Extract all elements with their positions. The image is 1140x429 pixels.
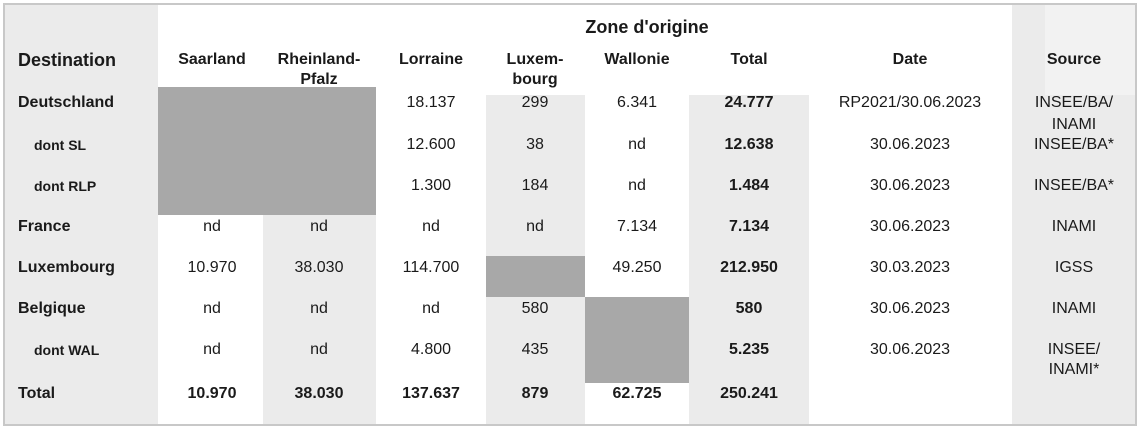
zone-origine-header: Zone d'origine <box>585 17 709 37</box>
cell-france-lorraine: nd <box>422 218 440 235</box>
cell-deutschland-lorraine: 18.137 <box>406 94 456 111</box>
col-header-source: Source <box>1046 51 1102 68</box>
cell-france-saarland: nd <box>203 218 221 235</box>
cell-belgique-rheinland-pfalz: nd <box>310 300 328 317</box>
col-header-luxembourg-l2: bourg <box>512 71 558 88</box>
col-header-saarland: Saarland <box>178 51 246 68</box>
cell-deutschland-wallonie: 6.341 <box>616 94 658 111</box>
cell-dont-rlp-luxembourg: 184 <box>521 177 549 194</box>
cell-deutschland-source-l1: INSEE/BA/ <box>1034 94 1114 111</box>
row-label-belgique: Belgique <box>18 300 86 317</box>
cell-belgique-saarland: nd <box>203 300 221 317</box>
cell-total-luxembourg: 879 <box>521 385 549 402</box>
cell-deutschland-luxembourg: 299 <box>521 94 549 111</box>
col-header-date: Date <box>892 51 928 68</box>
cell-total-total: 250.241 <box>720 385 778 402</box>
cell-france-luxembourg: nd <box>526 218 544 235</box>
row-label-france: France <box>18 218 71 235</box>
cell-deutschland-date: RP2021/30.06.2023 <box>838 94 982 111</box>
cell-france-total: 7.134 <box>728 218 770 235</box>
cell-dont-sl-lorraine: 12.600 <box>406 136 456 153</box>
row-label-deutschland: Deutschland <box>18 94 115 111</box>
cell-dont-sl-source: INSEE/BA* <box>1033 136 1115 153</box>
cell-deutschland-source-l2: INAMI <box>1051 116 1097 133</box>
cell-belgique-source: INAMI <box>1051 300 1097 317</box>
blocked-cell-luxembourg <box>486 256 585 297</box>
cell-luxembourg-wallonie: 49.250 <box>612 259 662 276</box>
destination-header: Destination <box>18 50 117 70</box>
cell-total-saarland: 10.970 <box>187 385 237 402</box>
table-frame <box>3 3 1137 426</box>
cell-dont-rlp-source: INSEE/BA* <box>1033 177 1115 194</box>
cell-dont-sl-date: 30.06.2023 <box>869 136 951 153</box>
cell-dont-wal-date: 30.06.2023 <box>869 341 951 358</box>
col-header-wallonie: Wallonie <box>604 51 670 68</box>
cell-dont-wal-source-l2: INAMI* <box>1048 361 1100 378</box>
cell-belgique-lorraine: nd <box>422 300 440 317</box>
blocked-cell-wallonie <box>585 297 689 383</box>
cell-dont-wal-luxembourg: 435 <box>521 341 549 358</box>
cell-dont-rlp-wallonie: nd <box>628 177 646 194</box>
cell-france-source: INAMI <box>1051 218 1097 235</box>
row-label-dont-sl: dont SL <box>34 137 87 153</box>
source-header-bg <box>1045 5 1135 95</box>
cell-luxembourg-lorraine: 114.700 <box>402 259 460 276</box>
cell-belgique-luxembourg: 580 <box>521 300 549 317</box>
cell-luxembourg-date: 30.03.2023 <box>869 259 951 276</box>
blocked-cell-germany-sl-rlp <box>158 87 376 215</box>
cell-france-wallonie: 7.134 <box>616 218 658 235</box>
col-header-rheinland-pfalz-l2: Pfalz <box>300 71 338 88</box>
cell-total-rheinland-pfalz: 38.030 <box>294 385 344 402</box>
col-header-luxembourg-l1: Luxem- <box>506 51 564 68</box>
row-label-dont-wal: dont WAL <box>34 342 100 358</box>
col-header-total: Total <box>730 51 768 68</box>
cell-total-wallonie: 62.725 <box>612 385 662 402</box>
cell-dont-rlp-total: 1.484 <box>728 177 770 194</box>
cell-dont-sl-total: 12.638 <box>724 136 774 153</box>
cell-dont-wal-rheinland-pfalz: nd <box>310 341 328 358</box>
cell-dont-wal-lorraine: 4.800 <box>410 341 452 358</box>
cell-dont-sl-luxembourg: 38 <box>526 136 544 153</box>
cell-france-rheinland-pfalz: nd <box>310 218 328 235</box>
cell-dont-rlp-date: 30.06.2023 <box>869 177 951 194</box>
cell-dont-sl-wallonie: nd <box>628 136 646 153</box>
col-header-rheinland-pfalz-l1: Rheinland- <box>277 51 361 68</box>
col-bg-destination <box>5 5 158 424</box>
cell-dont-wal-saarland: nd <box>203 341 221 358</box>
cell-france-date: 30.06.2023 <box>869 218 951 235</box>
cell-deutschland-total: 24.777 <box>724 94 774 111</box>
cell-dont-wal-total: 5.235 <box>728 341 770 358</box>
row-label-dont-rlp: dont RLP <box>34 178 97 194</box>
col-header-lorraine: Lorraine <box>398 51 464 68</box>
col-bg-total <box>689 95 809 424</box>
cell-dont-wal-source-l1: INSEE/ <box>1047 341 1101 358</box>
cell-luxembourg-source: IGSS <box>1054 259 1094 276</box>
cell-belgique-date: 30.06.2023 <box>869 300 951 317</box>
cell-luxembourg-total: 212.950 <box>720 259 778 276</box>
row-label-luxembourg: Luxembourg <box>18 259 115 276</box>
cell-luxembourg-saarland: 10.970 <box>187 259 237 276</box>
row-label-total: Total <box>18 385 56 402</box>
cell-total-lorraine: 137.637 <box>402 385 460 402</box>
cell-luxembourg-rheinland-pfalz: 38.030 <box>294 259 344 276</box>
cell-belgique-total: 580 <box>735 300 763 317</box>
cell-dont-rlp-lorraine: 1.300 <box>410 177 452 194</box>
